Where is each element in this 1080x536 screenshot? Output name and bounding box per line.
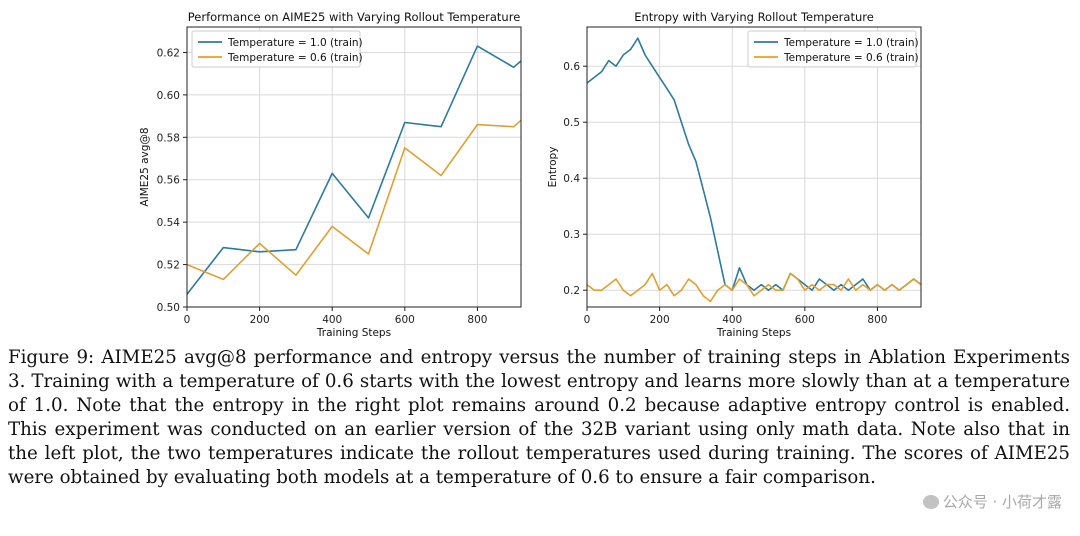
x-axis-label: Training Steps: [716, 327, 791, 339]
x-tick-label: 0: [584, 314, 591, 326]
x-tick-label: 400: [722, 314, 742, 326]
entropy-chart: 0 200 400 600 800 0.2 0.3 0.4 0.5 0.6 Entropy with…: [547, 10, 922, 339]
x-tick-label: 600: [795, 314, 815, 326]
watermark-text: 公众号 · 小荷才露: [942, 493, 1062, 511]
x-tick-label: 200: [650, 314, 670, 326]
x-tick-label: 200: [250, 314, 270, 326]
chart-title: Performance on AIME25 with Varying Rollo…: [188, 10, 521, 24]
legend: Temperature = 1.0 (train) Temperature = 0…: [191, 30, 363, 68]
charts-area: 0 200 400 600 8000.500.520.540.560.580.600.6…: [139, 10, 922, 339]
legend-label: Temperature = 1.0 (train): [227, 37, 363, 49]
plot-frame: [586, 26, 922, 308]
y-tick-label: 0.4: [563, 173, 580, 185]
y-tick-label: 0.50: [157, 302, 180, 314]
aime25-performance-chart: 0 200 400 600 800 0.50 0.52 0.54 0.56 0.58 0.60 0.6…: [139, 10, 522, 339]
x-tick-label: 600: [395, 314, 415, 326]
legend-box: [747, 30, 917, 68]
series-line-temp-1-0: [586, 37, 922, 292]
y-tick-label: 0.52: [157, 260, 180, 272]
wechat-icon: [922, 495, 939, 509]
legend: Temperature = 1.0 (train) Temperature = 0…: [747, 30, 919, 68]
y-tick-label: 0.58: [157, 132, 180, 144]
x-tick-label: 0: [184, 314, 191, 326]
y-tick-label: 0.60: [157, 90, 180, 102]
y-axis-label: Entropy: [547, 147, 559, 188]
series-line-temp-1-0: [186, 45, 522, 295]
y-tick-label: 0.3: [563, 229, 580, 241]
series-line-temp-0-6: [186, 119, 522, 281]
legend-box: [191, 30, 361, 68]
legend-label: Temperature = 1.0 (train): [783, 37, 919, 49]
x-tick-label: 800: [467, 314, 487, 326]
y-tick-label: 0.5: [563, 117, 580, 129]
y-tick-label: 0.54: [157, 217, 181, 229]
legend-label: Temperature = 0.6 (train): [783, 52, 919, 64]
x-tick-label: 800: [867, 314, 887, 326]
y-tick-label: 0.62: [157, 47, 180, 59]
y-tick-label: 0.56: [157, 175, 181, 187]
plot-frame: [186, 26, 522, 308]
legend-label: Temperature = 0.6 (train): [227, 52, 363, 64]
watermark: 公众号 · 小荷才露: [918, 491, 1066, 512]
figure-caption: Figure 9: AIME25 avg@8 performance and e…: [8, 347, 1070, 489]
x-tick-label: 400: [322, 314, 342, 326]
x-axis-label: Training Steps: [316, 327, 391, 339]
y-tick-label: 0.6: [563, 61, 580, 73]
series-line-temp-0-6: [586, 272, 922, 303]
y-axis-label: AIME25 avg@8: [139, 127, 151, 206]
y-tick-label: 0.2: [563, 285, 580, 297]
chart-title: Entropy with Varying Rollout Temperature: [634, 10, 874, 24]
